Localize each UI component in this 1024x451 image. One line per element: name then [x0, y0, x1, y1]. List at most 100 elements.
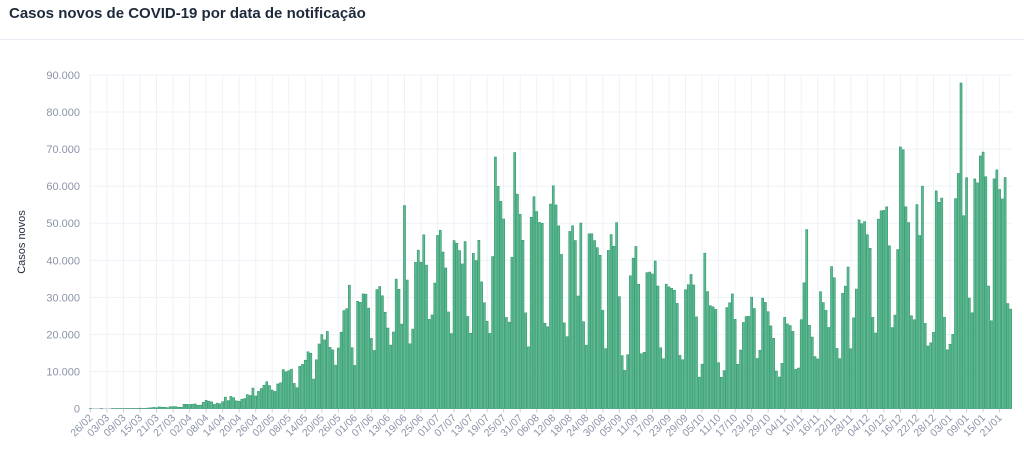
bar[interactable]: [565, 336, 569, 409]
bar[interactable]: [254, 395, 258, 409]
bar[interactable]: [631, 257, 635, 409]
bar[interactable]: [640, 353, 643, 409]
bar[interactable]: [656, 285, 660, 409]
bar[interactable]: [863, 221, 866, 409]
bar[interactable]: [929, 342, 933, 409]
bar[interactable]: [681, 359, 685, 409]
bar[interactable]: [149, 407, 153, 409]
bar[interactable]: [345, 308, 348, 409]
bar[interactable]: [786, 323, 789, 409]
bar[interactable]: [893, 314, 897, 409]
bar[interactable]: [684, 289, 687, 409]
bar[interactable]: [945, 349, 949, 409]
bar[interactable]: [314, 359, 318, 409]
bar[interactable]: [221, 401, 224, 409]
bar[interactable]: [662, 358, 665, 409]
bar[interactable]: [670, 287, 674, 409]
bar[interactable]: [744, 316, 748, 409]
bar[interactable]: [485, 321, 489, 409]
bar[interactable]: [921, 185, 924, 409]
bar[interactable]: [607, 250, 610, 409]
bar[interactable]: [483, 302, 486, 409]
bar[interactable]: [279, 382, 282, 409]
bar[interactable]: [557, 225, 561, 409]
bar[interactable]: [416, 249, 420, 409]
bar[interactable]: [637, 283, 640, 409]
bar[interactable]: [970, 312, 974, 409]
bar[interactable]: [427, 319, 431, 409]
bar[interactable]: [452, 240, 456, 409]
bar[interactable]: [466, 316, 470, 409]
bar[interactable]: [769, 325, 773, 409]
bar[interactable]: [146, 407, 150, 409]
bar[interactable]: [943, 317, 946, 409]
bar[interactable]: [576, 295, 580, 409]
bar[interactable]: [397, 288, 401, 409]
bar[interactable]: [320, 334, 324, 409]
bar[interactable]: [918, 235, 922, 409]
bar[interactable]: [722, 370, 726, 409]
bar[interactable]: [325, 331, 329, 409]
bar[interactable]: [521, 239, 525, 409]
bar[interactable]: [934, 190, 938, 409]
bar[interactable]: [758, 349, 762, 409]
bar[interactable]: [990, 320, 993, 409]
bar[interactable]: [348, 284, 351, 409]
bar[interactable]: [976, 182, 979, 409]
bar[interactable]: [494, 156, 497, 409]
bar[interactable]: [411, 328, 415, 409]
bar[interactable]: [188, 404, 191, 409]
bar[interactable]: [392, 331, 395, 409]
bar[interactable]: [218, 403, 222, 409]
bar[interactable]: [706, 291, 709, 409]
bar[interactable]: [496, 186, 500, 409]
bar[interactable]: [584, 344, 588, 409]
bar[interactable]: [728, 302, 731, 409]
bar[interactable]: [414, 262, 417, 409]
bar[interactable]: [678, 355, 682, 409]
bar[interactable]: [915, 204, 919, 409]
bar[interactable]: [361, 293, 365, 409]
bar[interactable]: [967, 297, 971, 409]
bar[interactable]: [664, 283, 668, 409]
bar[interactable]: [210, 401, 213, 409]
bar[interactable]: [587, 233, 591, 409]
bar[interactable]: [185, 404, 189, 409]
bar[interactable]: [965, 177, 968, 409]
bar[interactable]: [364, 293, 368, 409]
bar[interactable]: [430, 314, 434, 409]
bar[interactable]: [510, 256, 514, 409]
bar[interactable]: [535, 211, 539, 409]
bar[interactable]: [350, 347, 354, 409]
bar[interactable]: [306, 351, 310, 409]
bar[interactable]: [182, 403, 186, 409]
bar[interactable]: [507, 321, 511, 409]
bar[interactable]: [257, 391, 260, 409]
bar[interactable]: [422, 234, 426, 409]
bar[interactable]: [573, 240, 577, 409]
bar[interactable]: [686, 284, 690, 409]
bar[interactable]: [904, 206, 908, 409]
bar[interactable]: [1003, 177, 1007, 409]
bar[interactable]: [912, 319, 916, 409]
bar[interactable]: [425, 264, 428, 409]
bar[interactable]: [742, 322, 745, 409]
bar[interactable]: [375, 289, 379, 409]
bar[interactable]: [546, 326, 550, 409]
bar[interactable]: [331, 349, 335, 409]
bar[interactable]: [987, 285, 990, 409]
bar[interactable]: [248, 395, 252, 409]
bar[interactable]: [877, 218, 880, 409]
bar[interactable]: [323, 339, 326, 409]
bar[interactable]: [270, 389, 274, 409]
bar[interactable]: [461, 263, 464, 409]
bar[interactable]: [298, 366, 302, 409]
bar[interactable]: [328, 347, 332, 409]
bar[interactable]: [747, 316, 751, 409]
bar[interactable]: [733, 319, 737, 409]
bar[interactable]: [394, 278, 398, 409]
bar[interactable]: [995, 169, 999, 409]
bar[interactable]: [689, 274, 693, 409]
bar[interactable]: [717, 362, 720, 409]
bar[interactable]: [910, 315, 913, 409]
